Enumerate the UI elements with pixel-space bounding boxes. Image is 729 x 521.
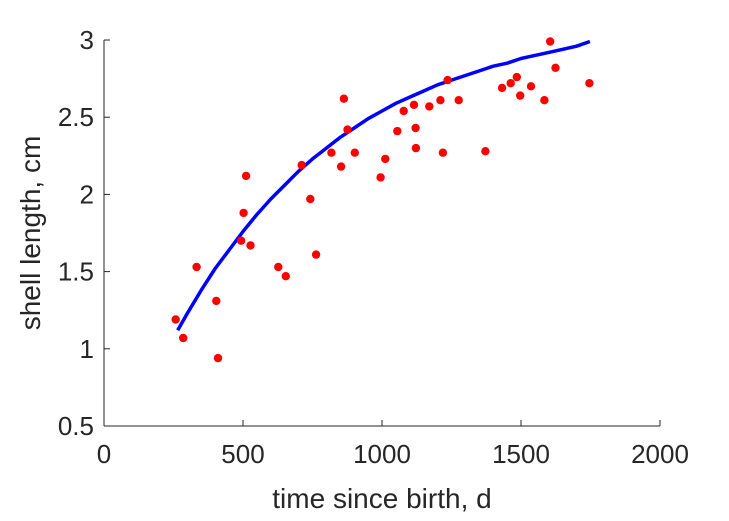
data-point [436,96,445,105]
data-point [425,102,434,111]
data-point [213,353,223,363]
data-point [311,250,321,259]
data-point [239,208,248,218]
plot-area [176,39,591,332]
data-point [212,296,221,306]
data-point [506,79,515,88]
data-point [497,83,507,93]
y-tick-label: 2 [80,179,94,209]
x-tick-label: 500 [221,439,264,469]
y-tick-label: 3 [80,25,94,55]
data-point [516,91,525,100]
data-point [171,315,180,324]
data-point [481,147,490,156]
data-point [512,72,521,82]
data-point [297,160,306,170]
data-point [336,162,346,171]
data-point [327,148,336,157]
data-point [454,96,463,105]
data-point [399,106,408,116]
data-point [540,96,549,105]
y-axis-label: shell length, cm [15,136,46,331]
data-point [339,94,349,103]
data-point [192,262,201,272]
data-point [546,37,555,46]
data-point [274,262,283,272]
data-point [409,100,419,110]
data-point [551,63,560,72]
data-point [526,82,536,91]
axes [103,40,660,427]
data-point [376,173,385,182]
data-point [246,241,255,250]
x-tick-label: 0 [97,439,111,469]
x-tick-label: 1000 [353,439,411,469]
y-tick-label: 1.5 [58,257,94,287]
data-point [343,125,352,134]
data-point [438,148,448,157]
fit-curve [176,39,591,332]
data-points [171,37,594,363]
x-tick-label: 2000 [631,439,689,469]
y-tick-label: 2.5 [58,102,94,132]
y-tick-label: 0.5 [58,411,94,441]
data-point [350,148,359,157]
data-point [393,126,402,136]
data-point [443,75,452,85]
data-point [381,154,390,164]
data-point [236,236,246,245]
data-point [585,79,594,88]
x-axis-label: time since birth, d [272,483,491,514]
x-tick-label: 1500 [492,439,550,469]
data-point [411,123,420,133]
data-point [241,171,251,181]
y-tick-label: 1 [80,334,94,364]
data-point [179,333,188,343]
data-point [306,194,315,204]
data-point [281,272,290,281]
ticks: 0 500 1000 1500 2000 0.5 1 1.5 2 2.5 3 [58,25,689,469]
data-point [411,143,421,153]
